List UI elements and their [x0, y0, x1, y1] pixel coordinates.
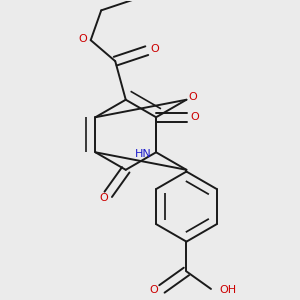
Text: O: O [189, 92, 197, 102]
Text: HN: HN [135, 149, 152, 159]
Text: OH: OH [220, 286, 237, 296]
Text: O: O [79, 34, 88, 44]
Text: O: O [99, 193, 108, 203]
Text: O: O [149, 286, 158, 296]
Text: O: O [150, 44, 159, 54]
Text: O: O [191, 112, 200, 122]
